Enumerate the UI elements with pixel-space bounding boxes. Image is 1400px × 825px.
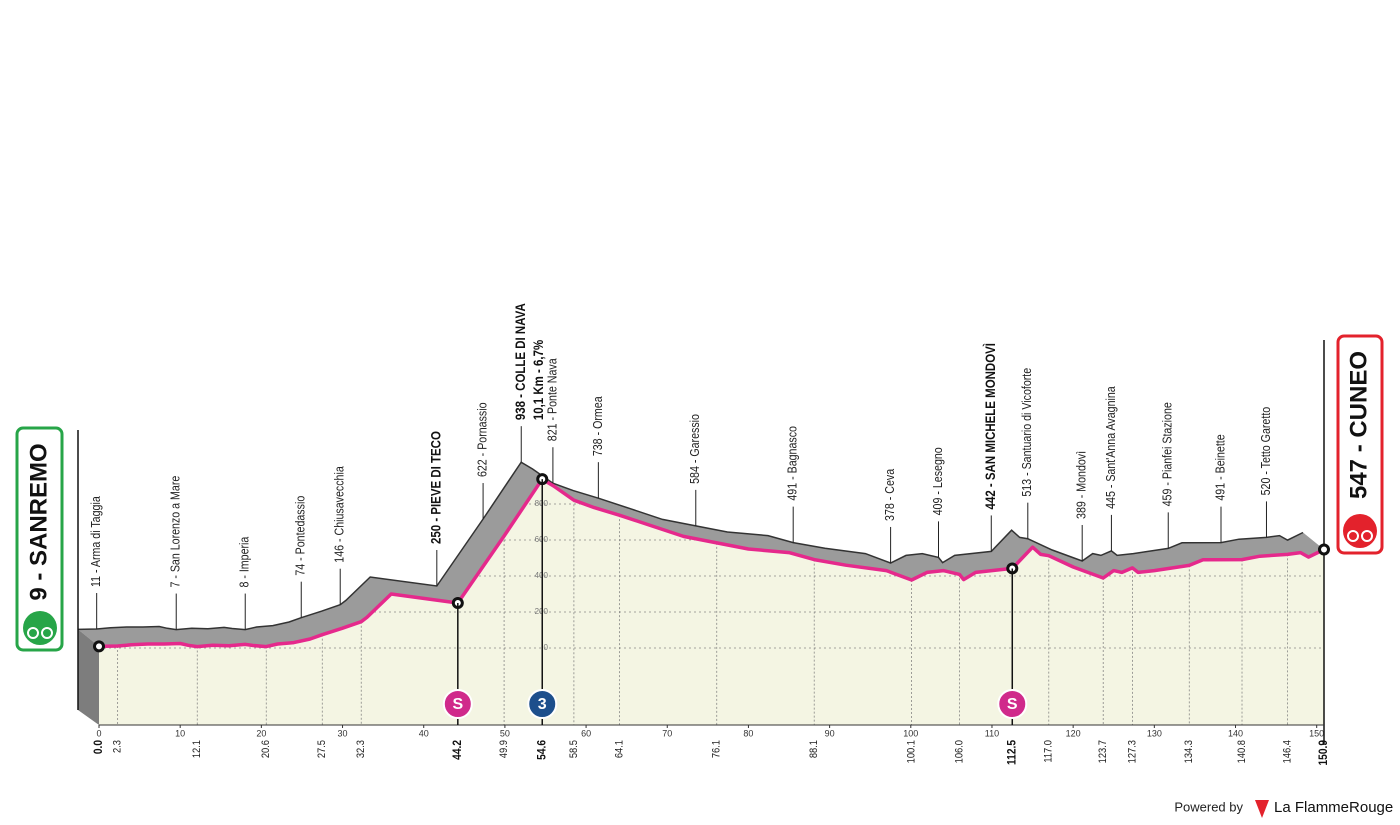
km-label: 117.0: [1043, 740, 1055, 763]
profile-marker: [93, 640, 105, 653]
profile-area: [99, 479, 1324, 725]
x-tick-label: 100: [903, 728, 918, 738]
waypoint-label: 513 - Santuario di Vicoforte: [1019, 367, 1034, 496]
waypoint-label: 11 - Arma di Taggia: [88, 496, 103, 587]
km-label: 146.4: [1282, 740, 1294, 764]
km-label: 112.5: [1006, 740, 1019, 765]
x-tick-label: 90: [825, 728, 835, 738]
waypoint-label: 74 - Pontedassio: [293, 495, 308, 575]
x-tick-label: 150: [1309, 728, 1324, 738]
km-label: 106.0: [954, 740, 966, 764]
x-tick-label: 140: [1228, 728, 1243, 738]
profile-line: [98, 477, 1325, 649]
km-label: 123.7: [1097, 740, 1109, 764]
icon-wheel: [1347, 530, 1359, 542]
km-label: 58.5: [568, 740, 580, 758]
waypoint-label: 8 - Imperia: [237, 536, 252, 587]
climbs-label: 3: [538, 696, 547, 713]
finish-box: 547 - CUNEO: [1336, 334, 1384, 555]
profile-wall: [78, 629, 99, 725]
icon-wheel: [1361, 530, 1373, 542]
waypoint-label: 442 - SAN MICHELE MONDOVÌ: [982, 343, 998, 509]
climb-info: 10,1 Km - 6,7%: [530, 339, 546, 420]
waypoint-label: 938 - COLLE DI NAVA: [512, 303, 528, 420]
km-label: 44.2: [451, 740, 464, 760]
waypoint-label: 378 - Ceva: [882, 469, 897, 521]
waypoint-label: 622 - Pornassio: [474, 402, 489, 477]
waypoint-label: 491 - Beinette: [1212, 434, 1227, 501]
x-tick-label: 20: [256, 728, 266, 738]
waypoint-label: 491 - Bagnasco: [785, 426, 800, 501]
km-label: 127.3: [1127, 740, 1139, 764]
x-tick-label: 120: [1066, 728, 1081, 738]
waypoint-label: 459 - Pianfei Stazione: [1160, 402, 1175, 507]
x-tick-label: 130: [1147, 728, 1162, 738]
km-label: 150.9: [1317, 740, 1330, 766]
waypoint-label: 445 - Sant'Anna Avagnina: [1103, 386, 1118, 509]
waypoint-label: 250 - PIEVE DI TECO: [427, 431, 443, 544]
finish-frame: [1336, 334, 1384, 555]
km-label: 0.0: [92, 740, 105, 754]
km-label: 54.6: [536, 740, 549, 760]
sprints-label: S: [452, 696, 463, 713]
sprints-icon: [442, 689, 473, 719]
waypoint-label: 584 - Garessio: [687, 414, 702, 484]
climbs-icon: [527, 689, 558, 719]
waypoint-label: 738 - Ormea: [590, 396, 605, 456]
brand: La FlammeRouge: [1274, 799, 1393, 816]
profile-marker: [1318, 543, 1330, 556]
finish-label: 547 - CUNEO: [1345, 351, 1372, 499]
icon-wheel: [41, 627, 53, 639]
waypoint-label: 520 - Tetto Garetto: [1258, 406, 1273, 495]
km-label: 20.6: [261, 740, 273, 758]
waypoint-label: 821 - Ponte Nava: [544, 358, 559, 441]
sprints-label: S: [1007, 696, 1018, 713]
km-label: 64.1: [614, 740, 626, 758]
km-label: 12.1: [192, 740, 204, 758]
x-tick-label: 70: [662, 728, 672, 738]
x-tick-label: 30: [338, 728, 348, 738]
start-label: 9 - SANREMO: [25, 443, 52, 600]
finish-icon: [1343, 514, 1377, 548]
brand-logo: [1255, 800, 1269, 818]
x-tick-label: 40: [419, 728, 429, 738]
x-tick-label: 60: [581, 728, 591, 738]
start-box: 9 - SANREMO: [15, 426, 64, 652]
km-label: 88.1: [808, 740, 820, 758]
waypoint-label: 389 - Mondovì: [1074, 451, 1089, 519]
x-tick-label: 10: [175, 728, 185, 738]
x-tick-label: 80: [743, 728, 753, 738]
km-label: 76.1: [711, 740, 723, 758]
waypoint-label: 146 - Chiusavecchia: [332, 466, 347, 563]
icon-wheel: [27, 627, 39, 639]
km-label: 140.8: [1236, 740, 1248, 764]
elevation-tick-label: 0: [544, 643, 549, 652]
km-label: 134.3: [1184, 740, 1196, 764]
start-frame: [15, 426, 64, 652]
sprints-icon: [997, 689, 1028, 719]
x-tick-label: 110: [985, 728, 999, 738]
km-label: 2.3: [112, 740, 124, 753]
km-label: 100.1: [906, 740, 918, 764]
x-tick-label: 50: [500, 728, 510, 738]
km-label: 27.5: [317, 740, 329, 758]
waypoint-label: 7 - San Lorenzo a Mare: [168, 475, 183, 587]
powered-by: Powered by: [1174, 799, 1243, 814]
x-tick-label: 0: [96, 728, 101, 738]
waypoint-label: 409 - Lesegno: [930, 447, 945, 515]
km-label: 49.9: [498, 740, 510, 758]
km-label: 32.3: [355, 740, 367, 758]
start-icon: [23, 611, 57, 645]
